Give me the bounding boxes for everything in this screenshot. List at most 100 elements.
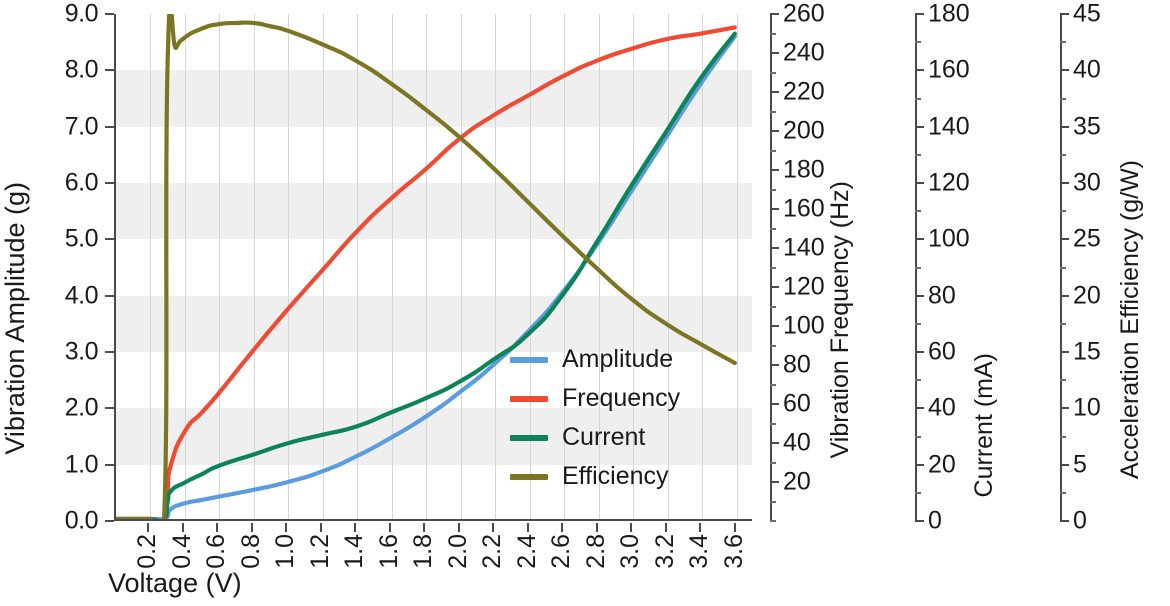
y-tick-label-amplitude: 2.0 [64, 393, 99, 422]
x-tick-mark [181, 523, 184, 532]
y-tick-mark-minor [770, 344, 776, 347]
legend-item[interactable]: Efficiency [510, 457, 685, 496]
x-tick-label-text: 1.2 [305, 534, 334, 569]
vertical-gridline [530, 14, 531, 519]
legend-item-label: Current [562, 423, 646, 451]
x-tick-label-text: 3.6 [719, 534, 748, 569]
x-tick-label-text: 0.4 [167, 534, 196, 569]
y-tick-mark-major [1060, 238, 1069, 241]
y-tick-label-frequency: 160 [783, 194, 825, 223]
x-tick-label: 3.6 [719, 534, 748, 574]
x-tick-label: 3.0 [616, 534, 645, 574]
x-tick-label-text: 3.0 [616, 534, 645, 569]
y-tick-mark-minor [1060, 210, 1066, 213]
x-tick-mark [216, 523, 219, 532]
y-tick-label-efficiency: 40 [1073, 55, 1101, 84]
x-tick-label: 3.2 [651, 534, 679, 574]
series-group [116, 14, 737, 519]
x-tick-label: 1.8 [409, 534, 437, 574]
x-axis-tick-marks [114, 523, 752, 537]
y-tick-mark-major [770, 403, 779, 405]
y-axis-title-efficiency: Acceleration Efficiency (g/W) [1116, 110, 1144, 530]
legend-item[interactable]: Current [510, 418, 685, 457]
x-tick-label-text: 3.4 [685, 534, 714, 569]
y-tick-mark-major [915, 13, 924, 15]
y-tick-mark-minor [915, 266, 921, 269]
y-tick-mark-major [915, 520, 924, 522]
y-tick-mark-major [770, 325, 779, 327]
y-tick-mark-major [770, 52, 779, 54]
x-tick-mark [526, 523, 529, 532]
y-tick-mark-amplitude [105, 238, 114, 241]
y-tick-mark-minor [770, 110, 776, 113]
y-tick-mark-amplitude [105, 294, 114, 297]
y-tick-mark-major [1060, 463, 1069, 466]
y-axis-ticks-amplitude: 0.0 1.0 2.0 3.0 4.0 5.0 6.0 7.0 8.0 9.0 [0, 0, 114, 535]
x-tick-label-text: 2.8 [581, 534, 610, 569]
x-tick-label-text: 2.4 [512, 534, 541, 569]
y-tick-mark-major [770, 442, 779, 444]
vertical-gridline [599, 14, 600, 519]
x-tick-mark [733, 523, 736, 532]
y-tick-mark-major [770, 208, 779, 210]
y-tick-mark-major [1060, 69, 1069, 72]
plot-area [114, 14, 752, 521]
y-tick-mark-minor [1060, 379, 1066, 382]
y-tick-mark-major [915, 351, 924, 353]
y-tick-mark-major [770, 286, 779, 288]
horizontal-band-group [116, 14, 752, 519]
x-axis-title-text: Voltage (V) [108, 568, 242, 598]
y-tick-label-amplitude: 3.0 [64, 337, 99, 366]
y-tick-label-frequency: 140 [783, 233, 825, 262]
y-tick-mark-amplitude [105, 125, 114, 128]
x-tick-label: 2.6 [547, 534, 576, 574]
y-tick-label-amplitude: 5.0 [64, 224, 99, 253]
vertical-gridline [357, 14, 358, 519]
y-tick-mark-minor [770, 188, 776, 191]
y-tick-label-frequency: 220 [783, 77, 825, 106]
x-tick-mark [699, 523, 702, 532]
y-tick-mark-minor [770, 32, 776, 35]
x-tick-label: 2.8 [581, 534, 610, 574]
vertical-gridline [219, 14, 220, 519]
legend-color-swatch [510, 395, 548, 402]
y-tick-label-efficiency: 25 [1073, 224, 1101, 253]
legend-item[interactable]: Amplitude [510, 340, 685, 379]
y-tick-mark-minor [770, 305, 776, 308]
y-tick-mark-amplitude [105, 520, 114, 522]
y-tick-label-efficiency: 45 [1073, 0, 1101, 28]
x-tick-label: 3.4 [685, 534, 714, 574]
y-tick-mark-minor [1060, 266, 1066, 269]
y-tick-mark-major [1060, 182, 1069, 184]
y-tick-mark-amplitude [105, 407, 114, 410]
y-tick-label-efficiency: 0 [1073, 506, 1087, 535]
horizontal-band [116, 183, 752, 240]
vertical-gridline [702, 14, 703, 519]
y-tick-mark-major [770, 130, 779, 132]
y-tick-mark-major [915, 407, 924, 410]
vertical-gridline [254, 14, 255, 519]
y-tick-mark-minor [1060, 435, 1066, 438]
x-tick-mark [630, 523, 633, 532]
x-tick-label-text: 2.6 [547, 534, 576, 569]
y-tick-label-current: 120 [928, 168, 970, 197]
x-tick-mark [664, 523, 667, 532]
y-tick-label-amplitude: 8.0 [64, 55, 99, 84]
x-tick-mark [250, 523, 253, 532]
y-tick-mark-minor [1060, 322, 1066, 325]
y-tick-mark-minor [915, 41, 921, 44]
x-tick-label-text: 2.0 [443, 534, 472, 569]
vertical-gridline [564, 14, 565, 519]
y-tick-mark-minor [770, 266, 776, 269]
y-tick-label-amplitude: 9.0 [64, 0, 99, 28]
y-tick-mark-minor [915, 210, 921, 213]
x-tick-mark [457, 523, 460, 532]
x-tick-mark [319, 523, 322, 532]
vertical-gridline [668, 14, 669, 519]
y-tick-label-current: 180 [928, 0, 970, 28]
legend-item[interactable]: Frequency [510, 379, 685, 418]
x-tick-mark [147, 523, 150, 532]
y-tick-mark-major [770, 13, 779, 15]
series-line-efficiency [116, 14, 737, 519]
y-tick-mark-major [915, 463, 924, 466]
